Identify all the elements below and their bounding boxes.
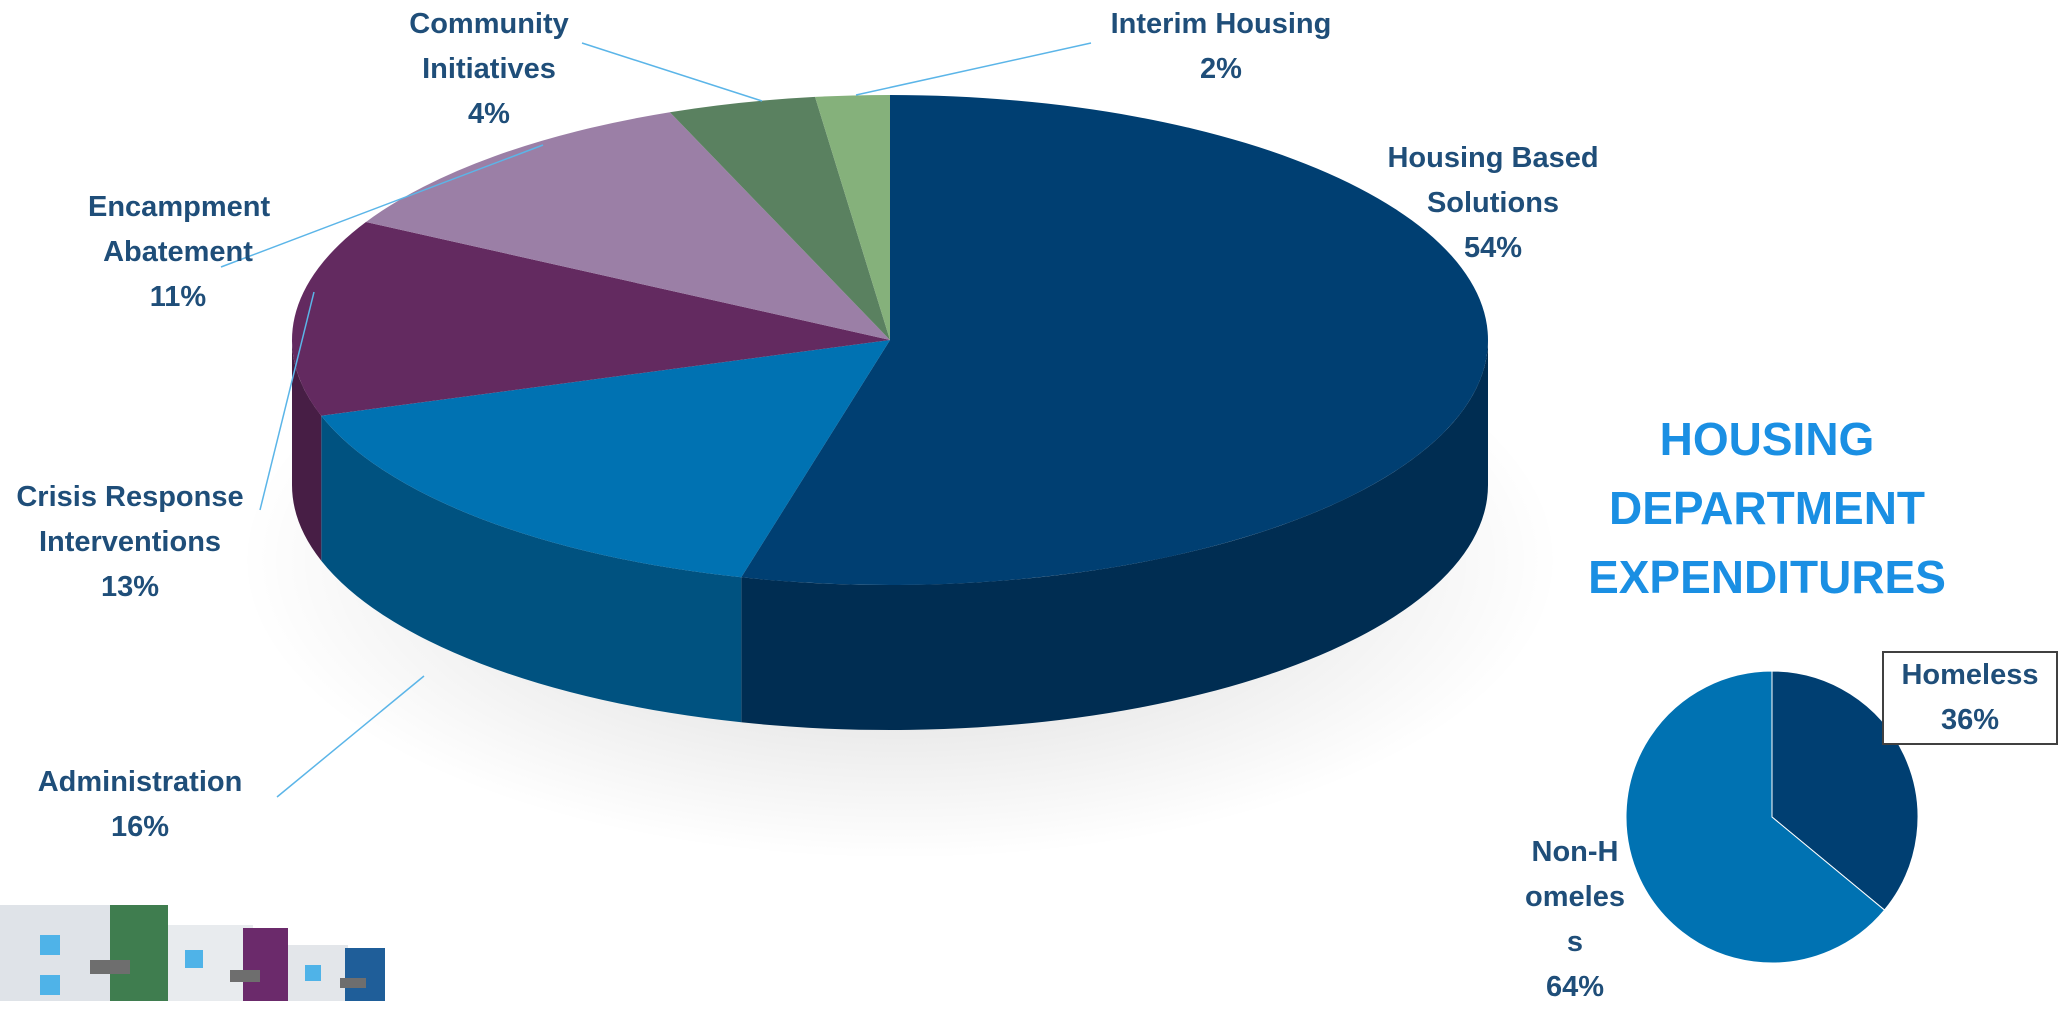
slice-label: Community Initiatives 4% [399,2,579,137]
slice-name: Encampment Abatement [88,191,271,268]
slice-label: Administration 16% [0,760,280,850]
pie-slice [365,112,890,340]
leader-line [276,675,425,798]
slice-value-label: 64% [1545,971,1605,1003]
slice-label: Housing Based Solutions 54% [1363,136,1623,271]
slice-value-label: 2% [1200,53,1242,85]
pie-slice-side [321,415,742,723]
leader-line [220,144,544,268]
slice-name: Community Initiatives [409,8,569,85]
chart-title: HOUSING DEPARTMENT EXPENDITURES [1588,413,1946,603]
building-icon [0,905,385,1001]
pie-slice-side [292,340,322,561]
slice-name: Crisis Response Interventions [16,481,244,558]
leader-line [855,42,1092,96]
slice-name: Administration [37,766,243,798]
pie-slice [741,95,1489,586]
slice-value-label: 13% [100,571,160,603]
slice-value-label: 4% [468,98,510,130]
slice-value-label: 36% [1940,704,2000,736]
slice-name: Housing Based Solutions [1387,142,1599,219]
slice-label: Non-Homeless 64% [1525,830,1625,1010]
slice-label: Interim Housing 2% [1091,2,1351,92]
pie-slice [292,221,891,416]
leader-line [581,42,763,102]
slice-label: Homeless 36% [1882,651,2058,745]
pie-slice [815,95,890,340]
slice-label: Crisis Response Interventions 13% [0,475,270,610]
slice-name: Interim Housing [1110,8,1332,40]
slice-value-label: 16% [110,811,170,843]
slice-label: Encampment Abatement 11% [88,185,271,320]
slice-name: Homeless [1901,659,2039,691]
pie-slice [1625,670,1886,964]
pie-slice-side [741,340,1488,730]
slice-value-label: 54% [1463,232,1523,264]
pie-slice [1771,670,1919,911]
pie-slice [669,96,890,340]
slice-value-label: 11% [149,281,207,313]
slice-name: Non-Homeless [1525,836,1625,958]
pie-slice [321,340,890,578]
leader-line [259,291,315,511]
